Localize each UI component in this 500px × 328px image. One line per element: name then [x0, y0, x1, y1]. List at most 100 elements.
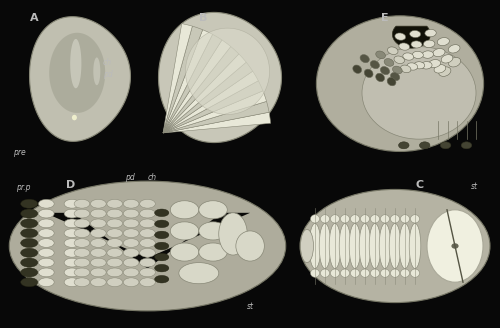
Ellipse shape: [170, 222, 199, 240]
Ellipse shape: [390, 72, 400, 81]
Ellipse shape: [428, 60, 440, 68]
Circle shape: [452, 243, 458, 249]
Ellipse shape: [434, 65, 446, 73]
Ellipse shape: [438, 67, 451, 76]
Polygon shape: [163, 101, 269, 133]
Ellipse shape: [38, 278, 54, 287]
Ellipse shape: [340, 269, 349, 277]
Ellipse shape: [199, 201, 228, 219]
Polygon shape: [163, 91, 266, 133]
Ellipse shape: [376, 51, 386, 59]
Polygon shape: [49, 33, 105, 113]
Ellipse shape: [179, 263, 219, 284]
Ellipse shape: [389, 223, 401, 269]
Polygon shape: [163, 30, 212, 133]
Ellipse shape: [410, 31, 420, 38]
Ellipse shape: [74, 229, 90, 237]
Ellipse shape: [64, 248, 80, 257]
Ellipse shape: [199, 222, 228, 240]
Ellipse shape: [74, 199, 90, 208]
Ellipse shape: [349, 223, 361, 269]
Ellipse shape: [140, 229, 156, 237]
Ellipse shape: [309, 223, 321, 269]
Ellipse shape: [350, 269, 360, 277]
Circle shape: [20, 219, 38, 228]
Circle shape: [154, 276, 169, 283]
Text: B: B: [199, 13, 207, 23]
Ellipse shape: [124, 229, 139, 237]
Circle shape: [20, 278, 38, 287]
Ellipse shape: [124, 238, 139, 247]
Circle shape: [20, 238, 38, 248]
Text: ch: ch: [148, 173, 156, 182]
Ellipse shape: [407, 63, 418, 70]
Ellipse shape: [124, 199, 139, 208]
Circle shape: [20, 248, 38, 257]
Ellipse shape: [370, 61, 380, 69]
Polygon shape: [70, 39, 82, 88]
Ellipse shape: [300, 229, 314, 263]
Ellipse shape: [320, 215, 330, 223]
Text: pd: pd: [124, 173, 134, 182]
Ellipse shape: [380, 269, 390, 277]
Ellipse shape: [107, 238, 122, 247]
Ellipse shape: [379, 223, 391, 269]
Ellipse shape: [390, 269, 400, 277]
Ellipse shape: [364, 69, 373, 77]
Ellipse shape: [410, 269, 420, 277]
Ellipse shape: [64, 209, 80, 218]
Ellipse shape: [64, 268, 80, 277]
Ellipse shape: [370, 215, 380, 223]
Ellipse shape: [140, 258, 156, 267]
Ellipse shape: [380, 215, 390, 223]
Ellipse shape: [350, 215, 360, 223]
Circle shape: [154, 209, 169, 216]
Polygon shape: [163, 62, 252, 133]
Polygon shape: [163, 34, 222, 133]
Ellipse shape: [140, 268, 156, 277]
Ellipse shape: [74, 248, 90, 257]
Ellipse shape: [400, 269, 409, 277]
Ellipse shape: [414, 62, 424, 69]
Ellipse shape: [140, 278, 156, 287]
Ellipse shape: [124, 219, 139, 228]
Ellipse shape: [10, 181, 285, 311]
Ellipse shape: [74, 278, 90, 287]
Ellipse shape: [425, 30, 436, 37]
Ellipse shape: [140, 199, 156, 208]
Ellipse shape: [330, 215, 340, 223]
Ellipse shape: [90, 199, 106, 208]
Ellipse shape: [329, 223, 341, 269]
Ellipse shape: [107, 229, 122, 237]
Ellipse shape: [107, 199, 122, 208]
Text: st: st: [247, 302, 254, 311]
Ellipse shape: [319, 223, 331, 269]
Ellipse shape: [369, 223, 381, 269]
Polygon shape: [163, 81, 263, 133]
Ellipse shape: [140, 219, 156, 228]
Polygon shape: [163, 112, 270, 133]
Ellipse shape: [424, 40, 435, 48]
Circle shape: [72, 115, 77, 120]
Ellipse shape: [90, 238, 106, 247]
Ellipse shape: [448, 57, 460, 67]
Text: pr.p: pr.p: [16, 183, 31, 192]
Circle shape: [20, 229, 38, 238]
Circle shape: [154, 231, 169, 239]
Ellipse shape: [64, 238, 80, 247]
Ellipse shape: [387, 77, 396, 86]
Ellipse shape: [74, 268, 90, 277]
Ellipse shape: [398, 142, 409, 149]
Circle shape: [316, 16, 484, 152]
Ellipse shape: [400, 215, 409, 223]
Ellipse shape: [74, 219, 90, 228]
Ellipse shape: [38, 229, 54, 237]
Ellipse shape: [38, 248, 54, 257]
Ellipse shape: [90, 229, 106, 237]
Ellipse shape: [74, 238, 90, 247]
Polygon shape: [163, 54, 246, 133]
Ellipse shape: [124, 268, 139, 277]
Ellipse shape: [38, 238, 54, 247]
Ellipse shape: [403, 53, 413, 60]
Ellipse shape: [64, 229, 80, 237]
